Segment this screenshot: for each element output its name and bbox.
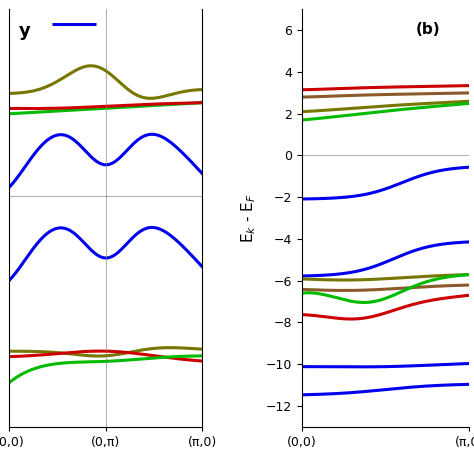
Text: y: y xyxy=(19,22,31,40)
Text: (b): (b) xyxy=(416,22,440,37)
Text: E$_k$ - E$_F$: E$_k$ - E$_F$ xyxy=(239,193,258,243)
